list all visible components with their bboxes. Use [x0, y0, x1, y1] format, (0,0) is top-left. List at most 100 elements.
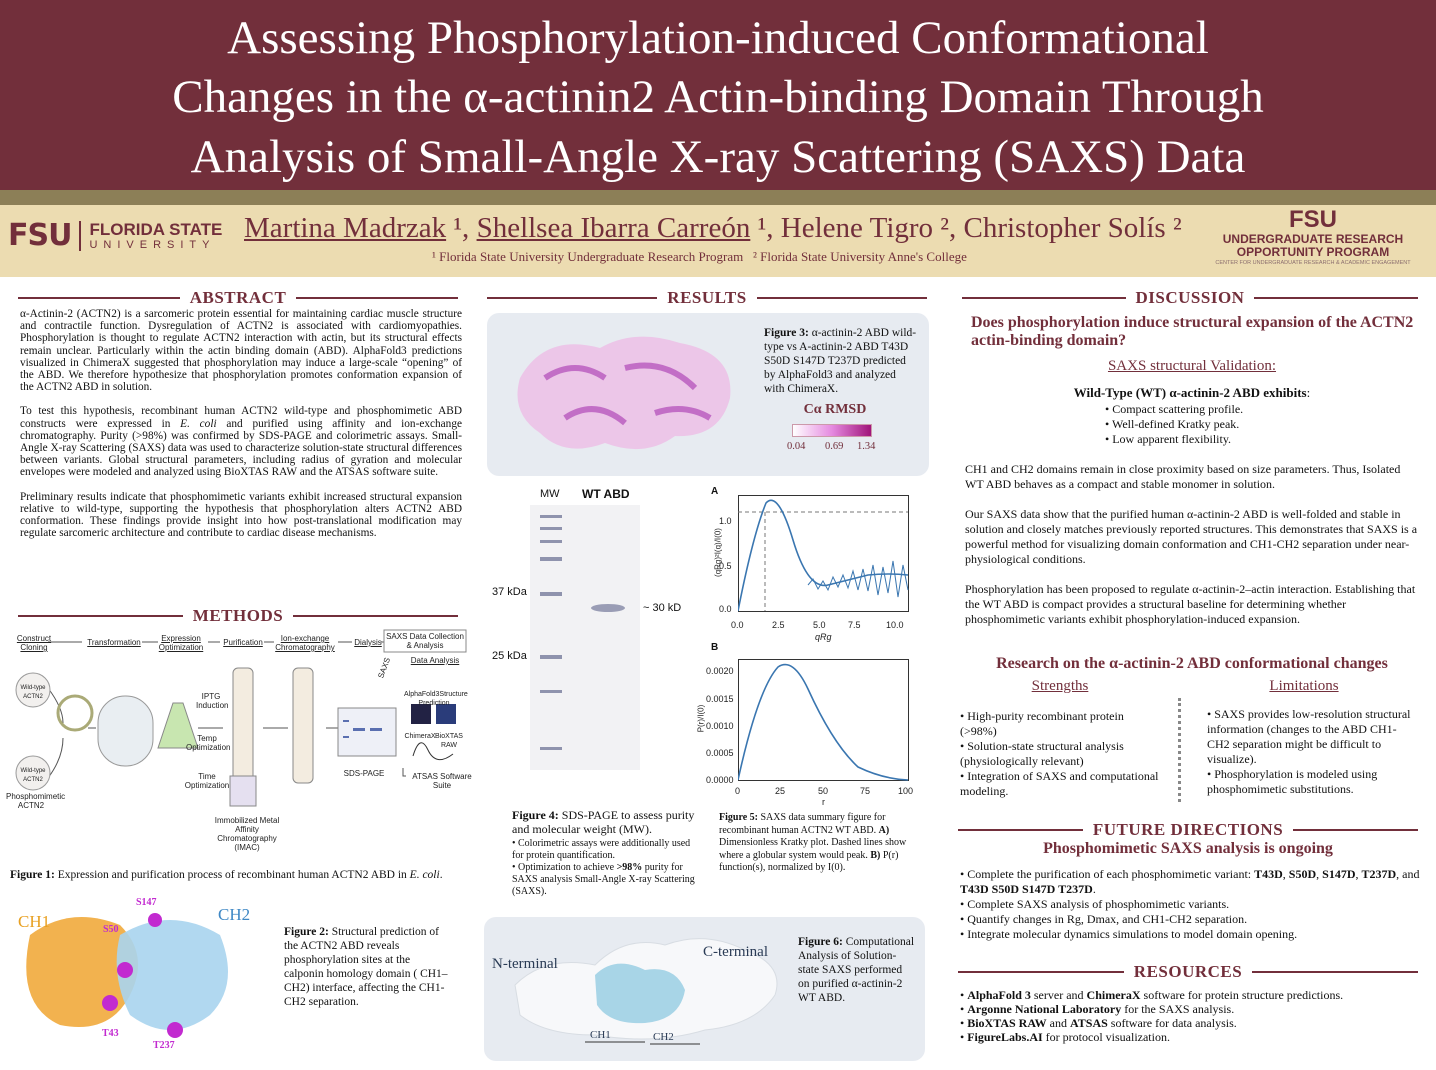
text: purity for SAXS analysis Small-Angle X-r… [512, 862, 695, 897]
label: SDS-PAGE [343, 769, 385, 778]
x-tick-label: 100 [898, 786, 914, 796]
text: • [960, 1016, 968, 1030]
label: BioXTAS RAW [435, 733, 463, 749]
plasmid [15, 755, 51, 791]
step-label: Ion-exchange Chromatography [275, 634, 335, 652]
text: S50D [1288, 867, 1317, 881]
x-tick-label: 50 [818, 786, 829, 796]
section-heading: DISCUSSION [962, 288, 1418, 308]
beaker [229, 775, 257, 807]
paragraph: Preliminary results indicate that phosph… [20, 490, 462, 540]
logo-line: FLORIDA STATE [89, 219, 223, 239]
site-label: S147 [136, 897, 157, 908]
author-affiliation: ¹, [446, 212, 477, 244]
label: Wild-type ACTN2 [20, 685, 46, 700]
bullet: • Integration of SAXS and computational … [960, 769, 1159, 798]
gel-label: 25 kDa [492, 650, 527, 662]
x-axis-label: r [822, 797, 825, 807]
text: ChimeraX [1086, 988, 1141, 1002]
text: and purified using affinity and ion-exch… [20, 417, 462, 479]
logo-line: OPPORTUNITY PROGRAM [1236, 245, 1390, 259]
text: Wild-Type (WT) α-actinin-2 ABD exhibits [1073, 385, 1307, 400]
label: Temp Optimization [186, 734, 231, 752]
heading-text: METHODS [192, 606, 284, 625]
phospho-sites [102, 913, 183, 1038]
heading-text: DISCUSSION [1135, 288, 1245, 307]
step-label: Construct Cloning [16, 634, 52, 652]
discussion-body: CH1 and CH2 domains remain in close prox… [965, 462, 1420, 627]
domain-label: CH1 [590, 1029, 611, 1041]
y-tick-label: 0.0005 [706, 748, 734, 758]
text: >98% [616, 862, 643, 873]
site-label: T237 [153, 1040, 175, 1051]
gel-label: ~ 30 kD [643, 602, 682, 614]
text: E. coli [409, 869, 440, 881]
text: Expression and purification process of r… [54, 869, 410, 881]
kratky-plot [738, 495, 909, 612]
paragraph: To test this hypothesis, recombinant hum… [20, 405, 462, 478]
domain-label: CH2 [653, 1031, 674, 1043]
heading-text: FUTURE DIRECTIONS [1092, 820, 1284, 839]
gel [337, 707, 397, 757]
domain-label: CH1 [18, 912, 51, 931]
y-tick-label: 0.0010 [706, 721, 734, 731]
author-affiliation: ¹, [750, 212, 781, 244]
label: ATSAS Software Suite [412, 772, 472, 790]
limitations-list: • SAXS provides low-resolution structura… [1207, 707, 1419, 797]
heading-text: ABSTRACT [189, 288, 287, 307]
bullet: • High-purity recombinant protein (>98%) [960, 709, 1124, 738]
text: and [1046, 1016, 1070, 1030]
logo-words: FLORIDA STATE UNIVERSITY [89, 219, 223, 251]
text: E. coli [180, 417, 217, 430]
figure6-envelope [514, 938, 778, 1045]
text: , and [1396, 867, 1420, 881]
bullet: • Compact scattering profile. [1105, 402, 1244, 416]
text: : [1306, 385, 1311, 400]
x-tick-label: 5.0 [813, 620, 826, 630]
text: α-actinin-2 ABD wild-type vs A-actinin-2… [764, 327, 917, 395]
label: ChimeraX [404, 733, 436, 740]
color-bar [792, 424, 872, 437]
resource: • BioXTAS RAW and ATSAS software for dat… [960, 1016, 1420, 1030]
legend-tick: 1.34 [857, 441, 876, 452]
text: SAXS data summary figure for recombinant… [719, 812, 886, 836]
bullet: • Complete SAXS analysis of phosphomimet… [960, 897, 1230, 911]
label: Time Optimization [184, 772, 230, 790]
panel-label: A [711, 486, 719, 497]
label: Phosphomimetic ACTN2 [6, 792, 66, 810]
text: • Complete the purification of each phos… [960, 867, 1255, 881]
y-tick-label: 0.0000 [706, 775, 734, 785]
text: • [960, 1030, 968, 1044]
heading-text: RESOURCES [1133, 962, 1243, 981]
bullet: • SAXS provides low-resolution structura… [1207, 707, 1411, 766]
column-title: Strengths [1031, 678, 1089, 694]
caption-title: Figure 4: SDS-PAGE to assess purity and … [512, 808, 704, 836]
subheading: Phosphomimetic SAXS analysis is ongoing [1043, 840, 1333, 857]
label: Immobilized Metal Affinity Chromatograph… [214, 816, 280, 852]
text: BioXTAS RAW [967, 1016, 1047, 1030]
site-label: S50 [103, 924, 119, 935]
subheading: SAXS structural Validation: [1107, 358, 1277, 374]
text: software for protein structure predictio… [1140, 988, 1344, 1002]
methods-diagram [15, 629, 467, 807]
paragraph: CH1 and CH2 domains remain in close prox… [965, 462, 1401, 491]
caption-label: Figure 3: [764, 327, 809, 339]
text: P(r) function(s), normalized by I(0). [719, 849, 899, 874]
label: AlphaFold3Structure Prediction [404, 691, 468, 707]
saxs-box [383, 629, 467, 653]
column-divider [1178, 698, 1181, 802]
pr-plot [738, 659, 909, 781]
future-list: • Complete the purification of each phos… [960, 867, 1420, 942]
subheading: Research on the α-actinin-2 ABD conforma… [996, 655, 1388, 672]
bullet: • Well-defined Kratky peak. [1105, 417, 1240, 431]
text: • [960, 988, 968, 1002]
logo-line: CENTER FOR UNDERGRADUATE RESEARCH & ACAD… [1215, 260, 1411, 266]
domain-label: CH2 [218, 905, 251, 924]
caption-label: Figure 4: [512, 808, 559, 822]
text: FigureLabs.AI [967, 1030, 1043, 1044]
x-tick-label: 2.5 [772, 620, 785, 630]
bullet: • Complete the purification of each phos… [960, 867, 1420, 897]
wt-heading: Wild-Type (WT) α-actinin-2 ABD exhibits: [962, 385, 1422, 401]
gel-label: WT ABD [582, 487, 630, 501]
step-label: Transformation [87, 638, 141, 647]
